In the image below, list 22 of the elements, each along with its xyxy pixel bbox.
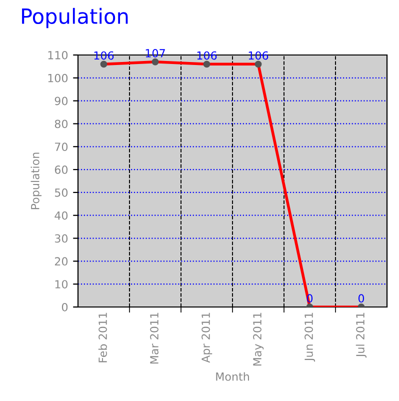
x-tick-label: Jul 2011 <box>356 312 367 358</box>
y-tick-label: 60 <box>54 166 68 174</box>
x-tick-label: Mar 2011 <box>150 312 158 364</box>
y-tick-label: 30 <box>54 234 68 243</box>
y-tick-label: 80 <box>54 120 68 128</box>
x-axis-title: Month <box>216 372 249 381</box>
x-tick-label: May 2011 <box>253 312 264 366</box>
y-tick-label: 0 <box>62 302 68 312</box>
y-tick-label: 110 <box>48 50 68 60</box>
y-tick-label: 10 <box>55 280 68 288</box>
y-tick-label: 20 <box>54 257 68 266</box>
chart-title: Population <box>22 8 128 28</box>
y-tick-label: 100 <box>48 74 68 82</box>
x-tick-label: Feb 2011 <box>98 312 107 362</box>
y-tick-label: 70 <box>55 142 68 152</box>
y-tick-label: 50 <box>54 188 68 197</box>
x-tick-label: Apr 2011 <box>202 312 212 363</box>
data-label: 0 <box>358 294 364 303</box>
x-tick-label: Jun 2011 <box>304 312 316 362</box>
y-tick-label: 40 <box>54 211 68 220</box>
y-axis-title: Population <box>30 152 42 210</box>
y-tick-label: 90 <box>54 96 68 106</box>
